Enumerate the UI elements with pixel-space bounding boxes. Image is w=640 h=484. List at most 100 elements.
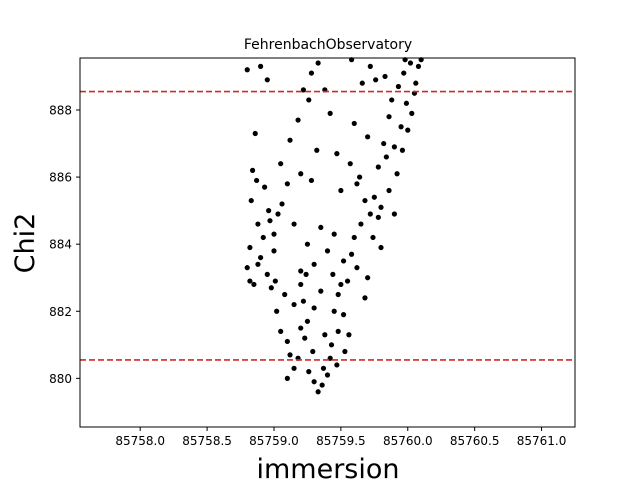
data-point xyxy=(382,73,388,80)
data-point xyxy=(251,281,257,288)
data-point xyxy=(264,77,270,83)
data-point xyxy=(335,328,341,334)
data-point xyxy=(287,137,293,143)
data-point xyxy=(314,147,320,153)
data-point xyxy=(324,372,331,378)
data-point xyxy=(395,83,402,90)
data-point xyxy=(252,130,258,137)
data-point xyxy=(248,197,254,204)
data-point xyxy=(348,251,355,257)
data-point xyxy=(362,197,368,204)
data-point xyxy=(315,389,321,395)
data-point xyxy=(375,164,381,170)
data-point xyxy=(291,301,297,308)
data-point xyxy=(302,335,308,341)
data-point xyxy=(330,271,336,277)
y-axis-label: Chi2 xyxy=(10,213,41,274)
data-point xyxy=(334,362,340,368)
data-point xyxy=(407,60,414,66)
y-tick-label: 882 xyxy=(49,305,72,319)
data-point xyxy=(391,144,397,150)
data-point xyxy=(367,63,373,69)
data-point xyxy=(291,365,297,371)
data-point xyxy=(284,375,290,381)
data-point xyxy=(295,117,301,123)
data-point xyxy=(308,70,315,76)
data-point xyxy=(304,318,311,324)
data-point xyxy=(403,100,410,106)
data-point xyxy=(291,221,297,227)
data-point xyxy=(266,208,272,214)
data-point xyxy=(373,77,379,83)
data-point xyxy=(253,177,260,184)
data-point xyxy=(262,184,268,190)
x-tick-label: 85760.5 xyxy=(450,434,500,448)
data-point xyxy=(371,194,377,200)
data-point xyxy=(272,278,278,284)
data-point xyxy=(298,268,304,274)
data-point xyxy=(331,231,337,237)
y-axis-ticks: 880 882 884 886 888 xyxy=(49,103,80,386)
data-point xyxy=(318,288,324,294)
data-point xyxy=(328,342,335,348)
x-axis-label: immersion xyxy=(256,454,399,480)
data-point xyxy=(284,338,290,345)
x-tick-label: 85758.5 xyxy=(182,434,232,448)
x-tick-label: 85761.0 xyxy=(517,434,567,448)
data-point xyxy=(347,161,353,167)
data-point xyxy=(358,221,364,227)
data-point xyxy=(315,60,321,66)
data-point xyxy=(247,244,253,251)
data-point xyxy=(344,278,351,284)
data-point xyxy=(298,281,304,288)
data-point xyxy=(308,177,315,184)
y-tick-label: 886 xyxy=(49,171,72,185)
data-point xyxy=(346,332,352,338)
data-point xyxy=(340,312,347,318)
data-point xyxy=(311,379,317,385)
data-point xyxy=(264,271,270,277)
data-point xyxy=(304,241,311,247)
data-point xyxy=(311,305,317,311)
data-point xyxy=(354,265,360,271)
data-point xyxy=(375,214,381,220)
data-point xyxy=(255,261,261,267)
data-point xyxy=(415,63,422,69)
data-point xyxy=(258,63,264,69)
data-point xyxy=(359,80,365,86)
data-point xyxy=(282,291,288,298)
data-point xyxy=(260,234,266,241)
data-point xyxy=(362,295,368,301)
data-point xyxy=(306,369,312,375)
data-point xyxy=(378,204,384,210)
data-point xyxy=(306,97,312,103)
data-point xyxy=(319,382,325,388)
data-point xyxy=(284,181,290,187)
data-point xyxy=(278,328,284,334)
data-point xyxy=(300,87,307,93)
data-point xyxy=(334,151,340,157)
data-point xyxy=(386,187,392,194)
data-point xyxy=(324,248,331,254)
x-tick-label: 85758.0 xyxy=(115,434,165,448)
y-tick-label: 888 xyxy=(49,103,72,117)
data-point xyxy=(405,127,411,133)
data-point xyxy=(413,80,419,86)
data-point xyxy=(279,201,285,207)
data-point xyxy=(258,254,264,261)
data-point xyxy=(268,285,274,291)
data-point xyxy=(378,244,384,251)
data-point xyxy=(303,271,309,277)
data-point xyxy=(381,140,387,147)
threshold-lines xyxy=(80,90,575,361)
data-point xyxy=(267,218,273,224)
data-point xyxy=(340,258,347,264)
data-point xyxy=(271,248,277,254)
x-tick-label: 85760.0 xyxy=(383,434,433,448)
data-point xyxy=(244,265,250,271)
data-point xyxy=(367,211,373,217)
x-tick-label: 85759.0 xyxy=(249,434,299,448)
data-point xyxy=(311,261,317,267)
y-tick-label: 884 xyxy=(49,238,72,252)
